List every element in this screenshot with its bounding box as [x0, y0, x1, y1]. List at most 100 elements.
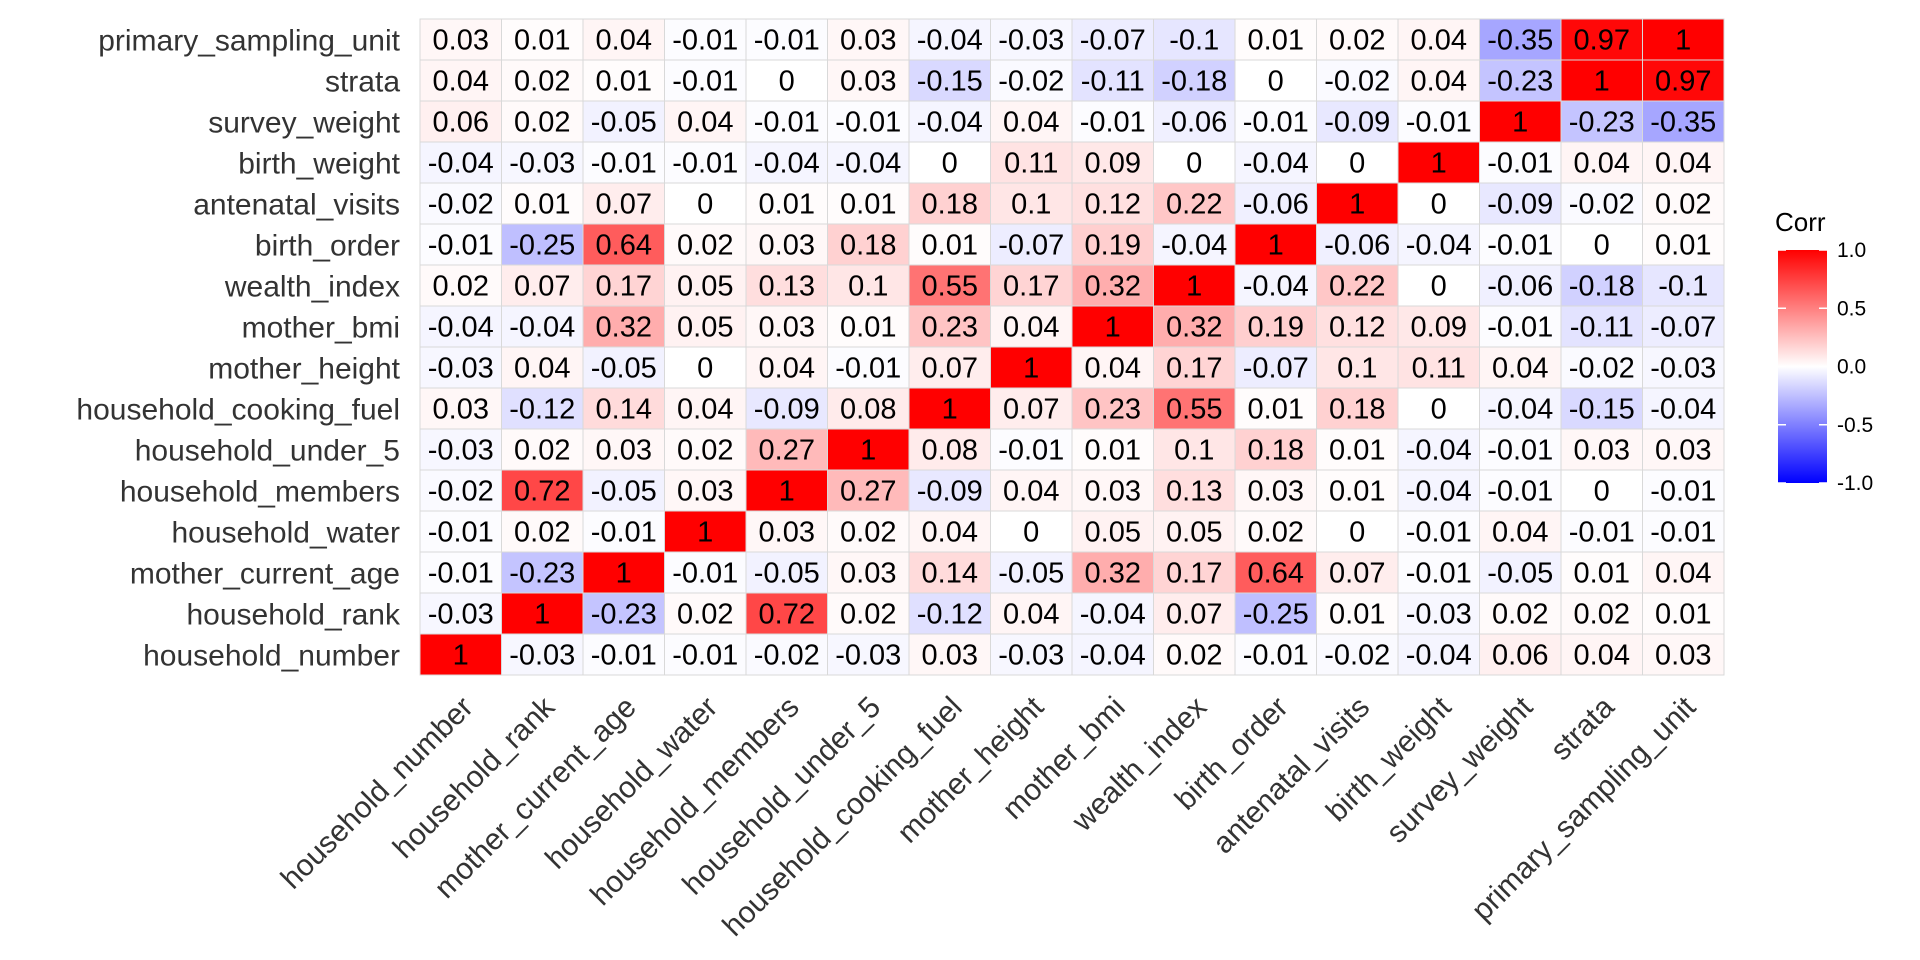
cell-value-label: 0.04: [759, 353, 815, 385]
heatmap-cell: [1479, 264, 1562, 307]
cell-value-label: 0.55: [1166, 394, 1222, 426]
heatmap-cell: [501, 387, 584, 430]
cell-value-label: 0.07: [596, 189, 652, 221]
cell-value-label: -0.35: [1487, 25, 1553, 57]
cell-value-label: -0.04: [1243, 271, 1309, 303]
cell-value-label: 0.04: [1655, 148, 1711, 180]
cell-value-label: 0.08: [840, 394, 896, 426]
cell-value-label: 0.14: [922, 558, 978, 590]
cell-value-label: 0.09: [1411, 312, 1467, 344]
heatmap-cell: [501, 592, 584, 635]
cell-value-label: -0.1: [1658, 271, 1708, 303]
cell-value-label: -0.05: [1487, 558, 1553, 590]
cell-value-label: 1: [1105, 312, 1121, 344]
y-tick-label: household_number: [143, 640, 400, 673]
heatmap-cell: [827, 264, 910, 307]
cell-value-label: 0: [779, 66, 795, 98]
cell-value-label: -0.35: [1650, 107, 1716, 139]
cell-value-label: -0.05: [591, 476, 657, 508]
cell-value-label: 0.1: [848, 271, 888, 303]
heatmap-cell: [419, 510, 502, 553]
cell-value-label: 0.03: [677, 476, 733, 508]
heatmap-cell: [1560, 182, 1643, 225]
heatmap-cell: [1642, 305, 1725, 348]
cell-value-label: -0.01: [1650, 476, 1716, 508]
cell-value-label: -0.12: [509, 394, 575, 426]
cell-value-label: 1: [1349, 189, 1365, 221]
heatmap-cell: [1316, 428, 1399, 471]
cell-value-label: 0.04: [1003, 599, 1059, 631]
cell-value-label: 0.04: [1655, 558, 1711, 590]
cell-value-label: -0.02: [1569, 189, 1635, 221]
heatmap-cell: [501, 223, 584, 266]
cell-value-label: 0.03: [1655, 435, 1711, 467]
cell-value-label: 0.03: [759, 517, 815, 549]
cell-value-label: 0.03: [840, 25, 896, 57]
heatmap-cell: [1071, 223, 1154, 266]
heatmap-cell: [664, 510, 747, 553]
cell-value-label: -0.01: [672, 148, 738, 180]
y-tick-label: birth_weight: [238, 148, 400, 181]
heatmap-cell: [745, 510, 828, 553]
cell-value-label: -0.03: [835, 640, 901, 672]
cell-value-label: 0.02: [1248, 517, 1304, 549]
heatmap-cell: [827, 428, 910, 471]
heatmap-cell: [1316, 264, 1399, 307]
cell-value-label: -0.25: [509, 230, 575, 262]
cell-value-label: -0.23: [1487, 66, 1553, 98]
legend-ticks: 1.0 0.5 0.0 -0.5 -1.0: [1778, 239, 1873, 495]
cell-value-label: 0.01: [759, 189, 815, 221]
heatmap-cell: [1397, 100, 1480, 143]
cell-value-label: 0.17: [1003, 271, 1059, 303]
cell-value-label: -0.07: [998, 230, 1064, 262]
heatmap-cell: [1153, 551, 1236, 594]
heatmap-cell: [1153, 387, 1236, 430]
cell-value-label: 0.01: [1655, 599, 1711, 631]
cell-value-label: 0.01: [514, 189, 570, 221]
cell-value-label: 0.18: [1248, 435, 1304, 467]
heatmap-cell: [582, 141, 665, 184]
cell-value-label: 0.01: [514, 25, 570, 57]
cell-value-label: 0.01: [1329, 476, 1385, 508]
heatmap-cell: [501, 469, 584, 512]
cell-value-label: 0.04: [1492, 517, 1548, 549]
cell-value-label: -0.03: [509, 640, 575, 672]
cell-value-label: -0.03: [1650, 353, 1716, 385]
cell-value-label: 0.72: [514, 476, 570, 508]
heatmap-cell: [664, 428, 747, 471]
legend-tick-label: 0.5: [1837, 297, 1866, 320]
cell-value-label: 0.03: [1085, 476, 1141, 508]
cell-value-label: 0: [1268, 66, 1284, 98]
cell-value-label: 0.02: [677, 230, 733, 262]
y-tick-label: antenatal_visits: [193, 189, 400, 222]
cell-value-label: 0.03: [759, 230, 815, 262]
cell-value-label: 0.04: [1574, 640, 1630, 672]
cell-value-label: -0.07: [1650, 312, 1716, 344]
cell-value-label: 0.03: [922, 640, 978, 672]
heatmap-cell: [501, 633, 584, 676]
heatmap-cell: [1560, 59, 1643, 102]
heatmap-cell: [1234, 59, 1317, 102]
cell-value-label: 0.32: [1166, 312, 1222, 344]
cell-value-label: -0.09: [1324, 107, 1390, 139]
heatmap-cell: [1642, 18, 1725, 61]
heatmap-cell: [582, 59, 665, 102]
cell-value-label: 0.18: [840, 230, 896, 262]
heatmap-cell: [1316, 592, 1399, 635]
cell-value-label: 0.32: [1085, 558, 1141, 590]
cell-value-label: -0.04: [1650, 394, 1716, 426]
heatmap-cell: [582, 346, 665, 389]
heatmap-cell: [827, 551, 910, 594]
cell-value-label: -0.02: [754, 640, 820, 672]
heatmap-cell: [908, 100, 991, 143]
legend-tick-label: 1.0: [1837, 239, 1866, 262]
cell-value-label: 0.18: [1329, 394, 1385, 426]
cell-value-label: 1: [1675, 25, 1691, 57]
cell-value-label: 0.23: [1085, 394, 1141, 426]
heatmap-cell: [1071, 264, 1154, 307]
cell-value-label: 0.02: [840, 599, 896, 631]
cell-value-label: 0.14: [596, 394, 652, 426]
heatmap-cell: [1397, 551, 1480, 594]
cell-value-label: 0.06: [433, 107, 489, 139]
heatmap-cell: [1642, 387, 1725, 430]
